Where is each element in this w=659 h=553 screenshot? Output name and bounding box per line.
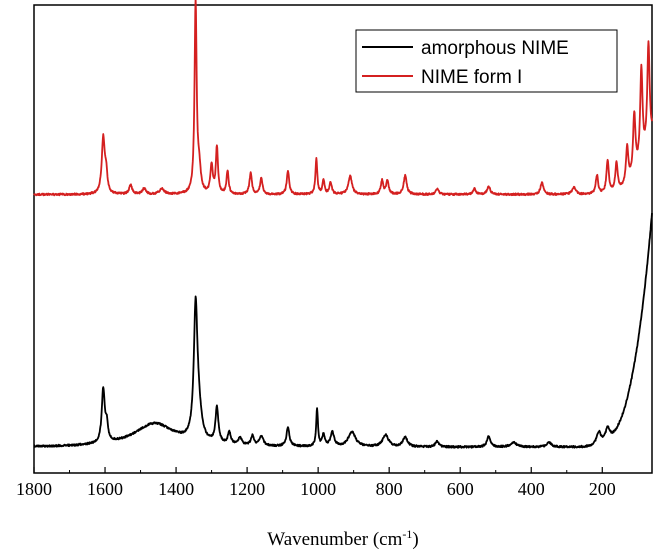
x-axis-title-main: Wavenumber (cm xyxy=(267,529,402,550)
x-tick-label: 1400 xyxy=(158,479,194,499)
plot-frame xyxy=(33,4,653,474)
x-tick-label: 200 xyxy=(589,479,616,499)
x-tick-label: 800 xyxy=(376,479,403,499)
x-tick-label: 400 xyxy=(518,479,545,499)
x-tick-label: 1600 xyxy=(87,479,123,499)
x-axis-title: Wavenumber (cm-1) xyxy=(267,527,418,550)
x-tick-label: 600 xyxy=(447,479,474,499)
x-tick-label: 1200 xyxy=(229,479,265,499)
x-axis-title-sup: -1 xyxy=(402,527,412,541)
x-axis-ticks: 1800 1600 1400 1200 1000 800 600 400 200 xyxy=(16,467,616,499)
x-axis-title-tail: ) xyxy=(412,529,418,550)
series-layer xyxy=(33,0,653,449)
x-tick-label: 1800 xyxy=(16,479,52,499)
x-tick-label: 1000 xyxy=(300,479,336,499)
legend-box xyxy=(355,29,618,93)
legend: amorphous NIME NIME form I xyxy=(355,29,618,93)
legend-label-form-i: NIME form I xyxy=(421,67,522,88)
legend-label-amorphous: amorphous NIME xyxy=(421,38,569,59)
series-line-amorphous xyxy=(33,212,653,449)
series-line-form-i xyxy=(33,0,653,197)
